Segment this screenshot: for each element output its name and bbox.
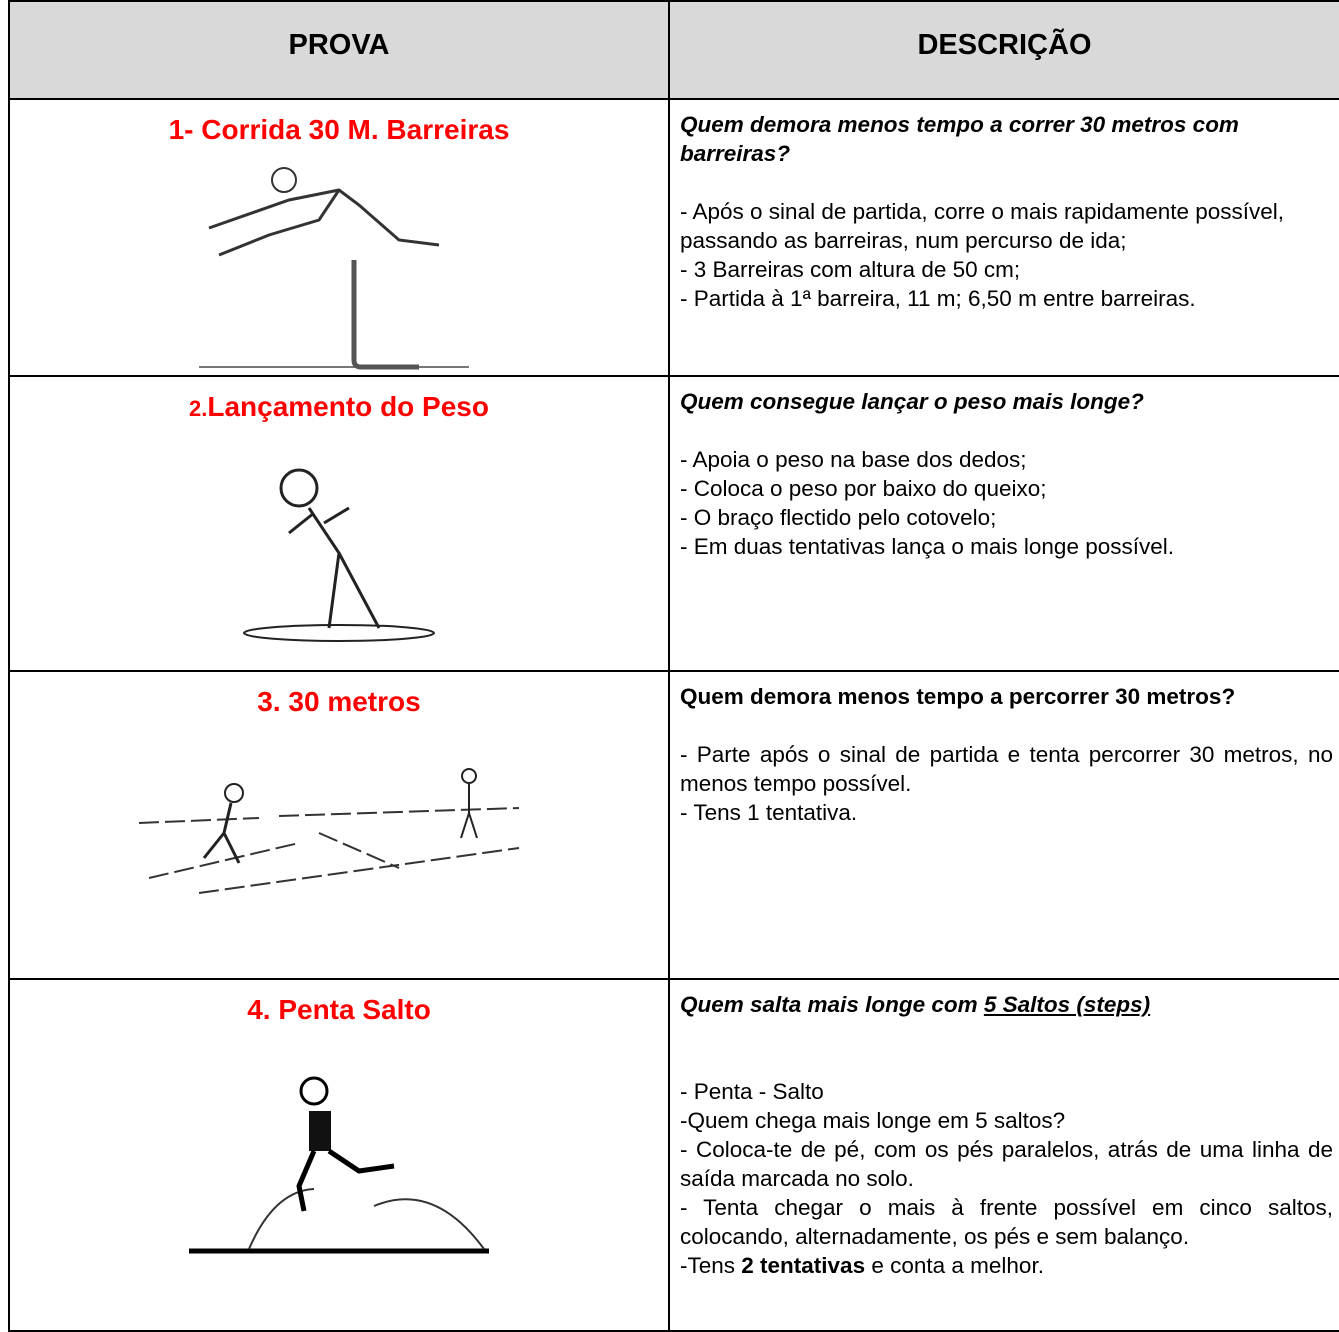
bold-text: 2 tentativas (741, 1253, 866, 1278)
text: -Tens (680, 1253, 742, 1278)
description-line: - Tenta chegar o mais à frente possível … (680, 1195, 1333, 1249)
header-row: PROVA DESCRIÇÃO (8, 0, 1339, 100)
event-name: Lançamento do Peso (207, 391, 489, 422)
description-line: - Após o sinal de partida, corre o mais … (680, 199, 1285, 253)
event-title: 1- Corrida 30 M. Barreiras (168, 114, 510, 145)
description-cell: Quem consegue lançar o peso mais longe? … (668, 375, 1339, 672)
question: Quem salta mais longe com 5 Saltos (step… (680, 990, 1333, 1019)
description-line: -Tens 2 tentativas e conta a melhor. (680, 1251, 1333, 1280)
header-cell: DESCRIÇÃO (668, 0, 1339, 100)
question: Quem demora menos tempo a percorrer 30 m… (680, 684, 1236, 709)
description-line: - Partida à 1ª barreira, 11 m; 6,50 m en… (680, 286, 1196, 311)
description-line: - 3 Barreiras com altura de 50 cm; (680, 257, 1021, 282)
event-title: 2.Lançamento do Peso (10, 391, 668, 423)
shot-put-illustration (243, 468, 435, 642)
description-line: - O braço flectido pelo cotovelo; (680, 505, 997, 530)
question: Quem consegue lançar o peso mais longe? (680, 389, 1144, 414)
description-line: - Tens 1 tentativa. (680, 800, 858, 825)
prova-cell: 2.Lançamento do Peso (8, 375, 670, 672)
question: Quem demora menos tempo a correr 30 metr… (680, 112, 1239, 166)
description-line: - Penta - Salto (680, 1079, 824, 1104)
prova-cell: 4. Penta Salto (8, 978, 670, 1332)
header-cell: PROVA (8, 0, 670, 100)
hurdle-illustration (199, 167, 469, 370)
row: 1- Corrida 30 M. Barreiras Quem demora m… (8, 98, 1339, 377)
description-cell: Quem demora menos tempo a correr 30 metr… (668, 98, 1339, 377)
event-number: 2. (189, 396, 208, 421)
description-cell: Quem salta mais longe com 5 Saltos (step… (668, 978, 1339, 1332)
row: 4. Penta Salto Quem salta mais longe com… (8, 978, 1339, 1332)
question-underlined: 5 Saltos (steps) (983, 992, 1151, 1017)
events-table: PROVA DESCRIÇÃO 1- Corrida 30 M. Barreir… (8, 0, 1339, 1332)
description-line: - Coloca o peso por baixo do queixo; (680, 476, 1047, 501)
row: 3. 30 metros Quem demora menos tempo a p… (8, 670, 1339, 980)
sprint-illustration (139, 768, 520, 894)
row: 2.Lançamento do Peso Quem consegue lança… (8, 375, 1339, 672)
description-line: - Apoia o peso na base dos dedos; (680, 447, 1027, 472)
question-text: Quem salta mais longe com (680, 992, 984, 1017)
description-line: - Parte após o sinal de partida e tenta … (680, 742, 1333, 796)
description-line: - Coloca-te de pé, com os pés paralelos,… (680, 1137, 1333, 1191)
penta-jump-illustration (189, 1076, 489, 1254)
description-line: - Em duas tentativas lança o mais longe … (680, 534, 1175, 559)
event-title: 3. 30 metros (257, 686, 421, 717)
description-cell: Quem demora menos tempo a percorrer 30 m… (668, 670, 1339, 980)
text: e conta a melhor. (865, 1253, 1044, 1278)
prova-cell: 1- Corrida 30 M. Barreiras (8, 98, 670, 377)
description-line: -Quem chega mais longe em 5 saltos? (680, 1108, 1066, 1133)
prova-cell: 3. 30 metros (8, 670, 670, 980)
event-title: 4. Penta Salto (247, 994, 431, 1025)
